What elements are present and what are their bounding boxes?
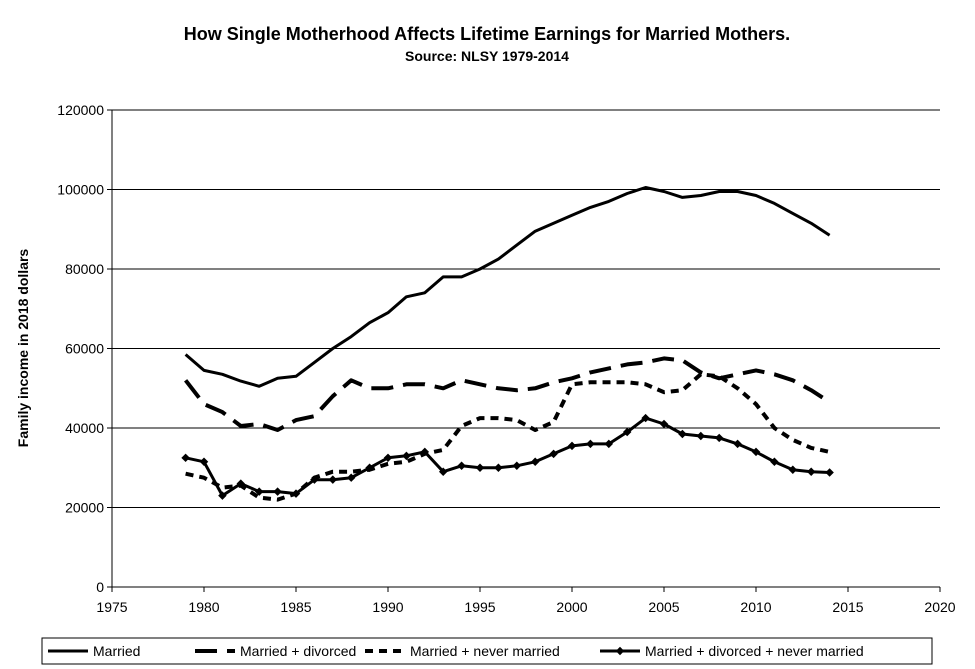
- series-marker: [751, 447, 761, 457]
- series-marker: [659, 419, 669, 429]
- series-marker: [678, 429, 687, 439]
- series-marker: [696, 431, 706, 441]
- series-marker: [475, 463, 485, 472]
- series-marker: [420, 447, 430, 457]
- series-marker: [291, 489, 301, 498]
- chart-title: How Single Motherhood Affects Lifetime E…: [184, 24, 790, 44]
- gridlines: [112, 109, 940, 508]
- series-marker: [512, 461, 522, 471]
- y-tick-label: 0: [96, 579, 104, 595]
- series-marker: [530, 457, 540, 467]
- y-tick-label: 120000: [57, 102, 104, 118]
- y-tick-label: 40000: [65, 420, 104, 436]
- series-marker: [346, 473, 356, 482]
- series-marker: [806, 467, 816, 476]
- series-marker: [641, 413, 650, 423]
- x-tick-label: 2010: [740, 599, 771, 615]
- y-tick-label: 100000: [57, 182, 104, 198]
- x-tick-label: 1990: [372, 599, 403, 615]
- series-marker: [218, 491, 227, 500]
- x-tick-label: 2020: [924, 599, 955, 615]
- series-marker: [622, 427, 632, 437]
- x-tick-label: 1985: [280, 599, 311, 615]
- y-tick-label: 80000: [65, 261, 104, 277]
- series-lines: [181, 186, 834, 502]
- series-marker: [788, 465, 798, 474]
- series-marker: [457, 461, 466, 471]
- chart-subtitle: Source: NLSY 1979-2014: [405, 48, 569, 64]
- series-marker: [273, 487, 282, 496]
- legend-label-3: Married + never married: [410, 643, 560, 659]
- x-tick-label: 2015: [832, 599, 863, 615]
- legend-label-2: Married + divorced: [240, 643, 356, 659]
- legend: Married Married + divorced Married + never…: [41, 637, 933, 665]
- x-axis-ticks: 1975 1980 1985 1990 1995 2000 2005 2010 2015 2020: [96, 587, 956, 615]
- series-marker: [365, 463, 374, 472]
- series-marker: [604, 439, 614, 449]
- legend-label-1: Married: [93, 643, 140, 659]
- series-marker: [586, 439, 595, 449]
- y-tick-label: 20000: [65, 500, 104, 516]
- series-marker: [383, 453, 393, 463]
- series-marker: [494, 463, 503, 472]
- series-marker: [402, 451, 411, 461]
- series-marker: [328, 475, 338, 484]
- legend-label-4: Married + divorced + never married: [645, 643, 864, 659]
- series-line-1: [184, 186, 831, 388]
- series-marker: [310, 475, 319, 484]
- legend-box: [41, 637, 933, 665]
- series-marker: [567, 441, 577, 451]
- x-tick-label: 2005: [648, 599, 679, 615]
- series-marker: [770, 457, 779, 467]
- x-tick-label: 1995: [464, 599, 495, 615]
- series-marker: [181, 453, 190, 463]
- y-tick-label: 60000: [65, 341, 104, 357]
- series-marker: [733, 439, 742, 449]
- x-tick-label: 1980: [188, 599, 219, 615]
- y-axis-ticks: 0 20000 40000 60000 80000 100000 120000: [57, 102, 112, 595]
- legend-marker: [615, 646, 625, 656]
- series-marker: [254, 487, 264, 496]
- series-marker: [549, 449, 558, 459]
- series-marker: [438, 467, 448, 476]
- series-marker: [236, 479, 246, 488]
- series-line-3: [185, 372, 831, 502]
- x-tick-label: 1975: [96, 599, 127, 615]
- y-axis-label: Family income in 2018 dollars: [15, 249, 31, 448]
- series-marker: [199, 457, 209, 467]
- series-marker: [825, 468, 834, 477]
- series-marker: [714, 433, 724, 443]
- x-tick-label: 2000: [556, 599, 587, 615]
